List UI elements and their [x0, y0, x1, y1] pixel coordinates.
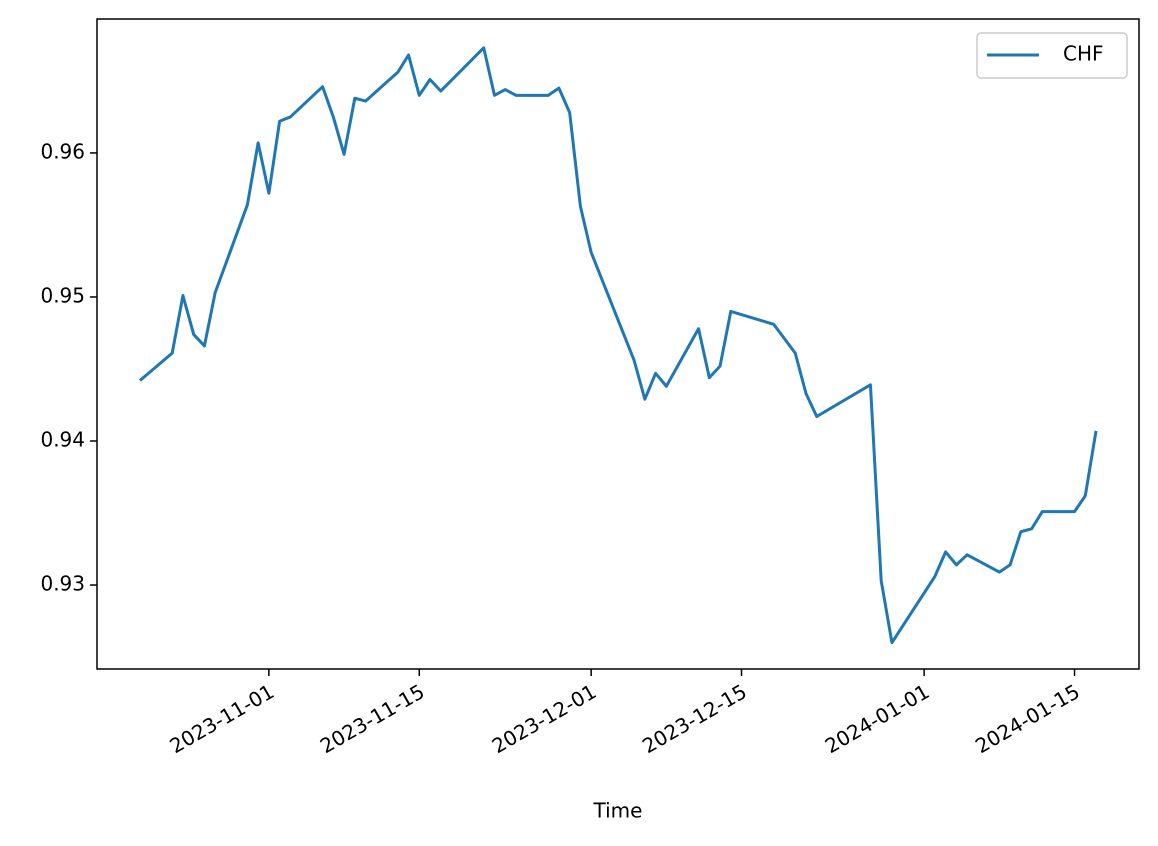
y-tick-label: 0.94 [40, 428, 85, 452]
y-tick-label: 0.93 [40, 572, 85, 596]
plot-frame [96, 18, 1140, 670]
legend-label: CHF [1063, 42, 1104, 66]
x-tick-label: 2024-01-15 [971, 679, 1084, 758]
x-tick-label: 2024-01-01 [821, 679, 934, 758]
x-tick-label: 2023-12-15 [638, 679, 751, 758]
legend-box [976, 32, 1128, 79]
x-axis-label: Time [593, 799, 643, 823]
x-tick-label: 2023-11-01 [165, 679, 278, 758]
y-tick-label: 0.95 [40, 283, 85, 307]
line-series [138, 46, 1098, 645]
x-tick-label: 2023-11-15 [316, 679, 429, 758]
y-tick-label: 0.96 [40, 139, 85, 163]
x-tick-label: 2023-12-01 [488, 679, 601, 758]
